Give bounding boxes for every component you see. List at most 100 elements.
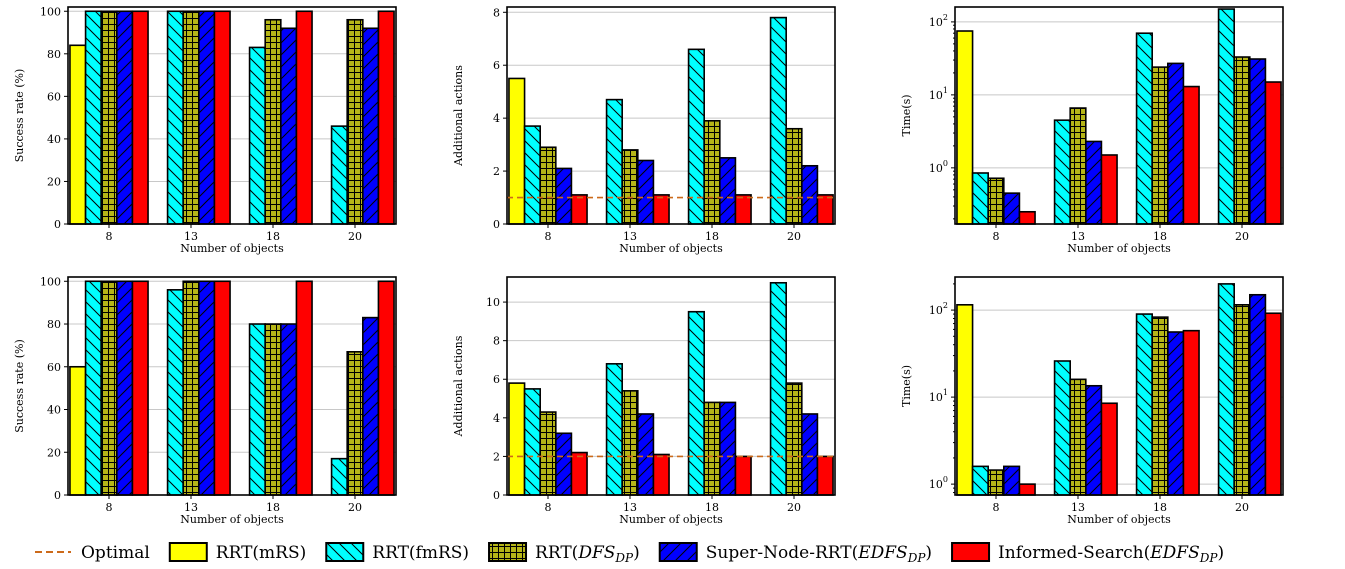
- x-tick-label: 18: [266, 230, 280, 243]
- bar: [378, 11, 395, 225]
- bar-hatch: [362, 28, 379, 225]
- legend-label: Optimal: [81, 543, 150, 563]
- bar-hatch: [1054, 120, 1071, 224]
- bar-hatch: [265, 19, 281, 224]
- bar: [1019, 211, 1036, 224]
- y-tick-exponent: 1: [943, 388, 948, 397]
- bar-hatch: [1218, 283, 1235, 495]
- x-tick-label: 20: [1235, 230, 1249, 243]
- bar-hatch: [331, 458, 348, 495]
- x-tick-label: 13: [623, 230, 637, 243]
- bar: [571, 194, 588, 224]
- bar: [1183, 86, 1200, 224]
- legend-swatch-hatch: [326, 543, 364, 561]
- y-tick-label: 0: [54, 218, 61, 231]
- bar-hatch: [622, 149, 638, 224]
- legend-swatch-outline: [168, 542, 208, 562]
- bar-hatch: [85, 281, 102, 495]
- bar-hatch: [1054, 360, 1071, 495]
- bar-hatch: [347, 351, 363, 495]
- bar-hatch: [1070, 379, 1086, 495]
- y-tick-label: 4: [493, 112, 500, 125]
- bar-hatch: [1070, 108, 1086, 224]
- bar-hatch: [116, 11, 133, 225]
- y-tick-label: 102: [929, 13, 948, 29]
- y-tick-label: 4: [493, 412, 500, 425]
- y-tick-label: 101: [929, 86, 948, 102]
- x-tick-label: 13: [184, 230, 198, 243]
- bar: [1019, 484, 1036, 495]
- x-tick-label: 20: [348, 230, 362, 243]
- y-tick-label: 60: [47, 361, 61, 374]
- y-tick-label: 102: [929, 301, 948, 317]
- bar-hatch: [555, 433, 572, 495]
- bar-hatch: [116, 281, 133, 495]
- bar: [69, 45, 86, 225]
- chart-panel-4: 0 20 40 60 80 100 8 13 18 20 Number of objects Succ…: [13, 275, 397, 526]
- x-axis-label: Number of objects: [1067, 242, 1171, 255]
- bar-hatch: [362, 317, 379, 495]
- legend-label: Super-Node-RRT(EDFSDP): [706, 543, 932, 565]
- bar-hatch: [1167, 63, 1184, 225]
- bar-hatch: [801, 165, 818, 224]
- legend-swatch-hatch: [659, 543, 697, 561]
- y-tick-label: 80: [47, 48, 61, 61]
- legend-swatch: [952, 543, 990, 561]
- bar: [132, 281, 149, 495]
- bar-hatch: [1136, 33, 1153, 224]
- bar-hatch: [198, 281, 215, 495]
- bar-hatch: [719, 402, 736, 495]
- x-tick-label: 13: [623, 501, 637, 514]
- bar: [735, 194, 752, 224]
- legend-item-optimal: Optimal: [35, 543, 150, 563]
- bar-hatch: [167, 289, 184, 495]
- bar-hatch: [167, 11, 184, 225]
- y-axis-label: Success rate (%): [13, 69, 26, 163]
- x-tick-label: 18: [1153, 230, 1167, 243]
- bar-hatch: [1218, 9, 1235, 224]
- bar-hatch: [1152, 317, 1168, 495]
- x-tick-label: 18: [266, 501, 280, 514]
- legend-label: RRT(DFSDP): [535, 543, 640, 565]
- bar: [214, 11, 231, 225]
- bar-hatch: [1249, 59, 1266, 224]
- chart-panel-1: 0 20 40 60 80 100 8 13 18 20 Number of objects Succ…: [13, 5, 397, 255]
- bar-hatch: [786, 128, 802, 224]
- bar-hatch: [198, 11, 215, 225]
- y-axis-label: Time(s): [900, 365, 913, 407]
- bar: [1265, 82, 1282, 224]
- bar: [508, 383, 525, 495]
- bar-hatch: [972, 466, 989, 495]
- plot-frame: [506, 6, 836, 225]
- bar-hatch: [1234, 57, 1250, 224]
- y-axis-label: Additional actions: [452, 335, 465, 437]
- bar-hatch: [249, 47, 266, 224]
- legend: Optimal RRT(mRS) RRT(fmRS) RRT(DFSDP) Super-…: [35, 542, 1224, 565]
- bar: [1101, 403, 1118, 495]
- legend-item-fmrs: RRT(fmRS): [325, 542, 469, 563]
- y-tick-label: 0: [54, 489, 61, 502]
- legend-label: Informed-Search(EDFSDP): [998, 543, 1224, 565]
- bar-hatch: [183, 11, 199, 225]
- plot-frame: [67, 276, 397, 496]
- y-tick-exponent: 1: [943, 86, 948, 95]
- x-axis-label: Number of objects: [180, 242, 284, 255]
- y-tick-label: 20: [47, 175, 61, 188]
- x-tick-label: 18: [705, 501, 719, 514]
- legend-swatch: [169, 543, 207, 561]
- y-tick-label: 60: [47, 90, 61, 103]
- bar-hatch: [101, 281, 117, 495]
- x-tick-label: 8: [993, 230, 1000, 243]
- bar-hatch: [622, 390, 638, 495]
- x-axis-label: Number of objects: [180, 513, 284, 526]
- bar-hatch: [331, 126, 348, 224]
- bar-hatch: [85, 11, 102, 225]
- bar-hatch: [280, 324, 297, 495]
- x-tick-label: 13: [1071, 501, 1085, 514]
- bar-hatch: [1003, 466, 1020, 495]
- bar: [378, 281, 395, 495]
- bar: [653, 194, 670, 224]
- x-tick-label: 20: [787, 230, 801, 243]
- bar-hatch: [704, 402, 720, 495]
